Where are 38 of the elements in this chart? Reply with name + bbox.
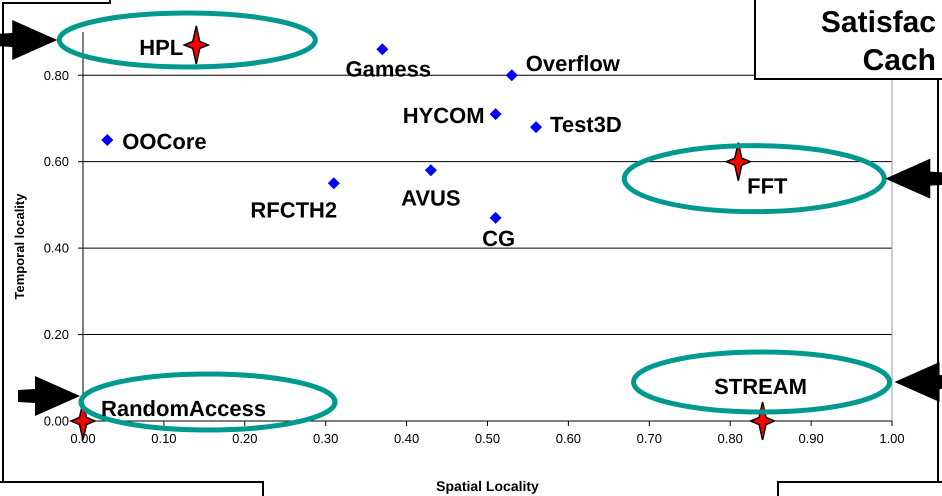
point (424, 164, 437, 176)
x-tick-label: 0.20 (232, 431, 258, 446)
y-tick-label: 0.40 (44, 240, 69, 256)
point (376, 43, 388, 56)
x-tick-label: 0.10 (151, 431, 177, 446)
annotation: CG (482, 226, 516, 251)
y-tick-label: 0.60 (44, 154, 69, 170)
annotation: RandomAccess (101, 396, 266, 421)
annotation: AVUS (401, 185, 461, 210)
point (506, 69, 518, 82)
y-tick-label: 0.00 (44, 414, 69, 429)
point (101, 134, 114, 146)
x-tick-label: 0.30 (313, 431, 338, 446)
x-tick-label: 0.70 (636, 431, 662, 446)
annotation: HPL (139, 34, 184, 60)
annotation: OOCore (122, 129, 207, 154)
x-tick-label: 1.00 (879, 431, 905, 446)
y-tick-label: 0.80 (44, 68, 69, 83)
y-tick-label: 0.20 (44, 327, 69, 342)
annotation: Satisfac (820, 6, 936, 39)
x-tick-label: 0.90 (798, 431, 824, 446)
x-tick-label: 0.50 (474, 431, 500, 446)
annotation: Test3D (550, 112, 622, 138)
x-axis-title: Spatial Locality (436, 478, 540, 494)
point (530, 121, 542, 134)
annotation: STREAM (714, 374, 808, 399)
x-tick-label: 0.40 (394, 431, 420, 446)
x-tick-label: 0.80 (718, 431, 743, 446)
point (490, 212, 502, 224)
y-axis-title: Temporal locality (12, 192, 27, 300)
point (328, 177, 340, 190)
annotation: HYCOM (402, 103, 485, 128)
annotation: RFCTH2 (250, 197, 338, 222)
annotation: FFT (747, 174, 788, 199)
annotation: Cach (862, 44, 936, 77)
point (490, 108, 502, 120)
x-tick-label: 0.60 (556, 431, 582, 446)
annotation: Overflow (526, 51, 621, 76)
